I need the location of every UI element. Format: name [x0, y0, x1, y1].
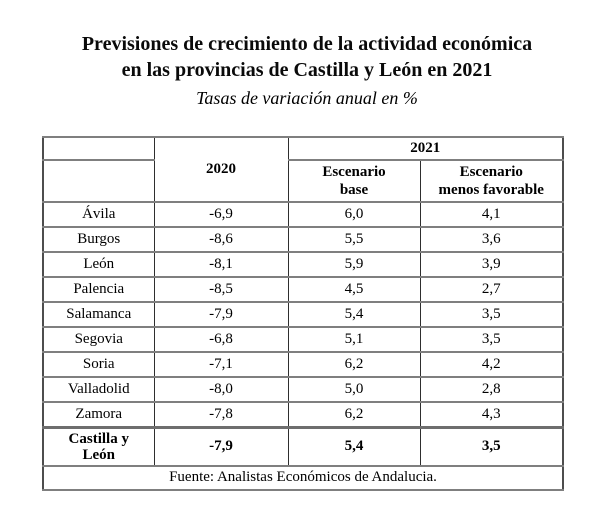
province-row: Segovia -6,8 5,1 3,5: [42, 326, 564, 353]
forecast-table: 2020 2021 Escenario base Escenario menos…: [42, 136, 564, 491]
value-base-cell: 4,5: [287, 276, 421, 303]
value-2020-cell: -8,5: [153, 276, 289, 303]
value-2020-cell: -7,8: [153, 401, 289, 428]
value-menos-cell: 3,5: [419, 326, 564, 353]
value-base-cell: 5,5: [287, 226, 421, 253]
value-base-cell: 5,9: [287, 251, 421, 278]
value-base-cell: 5,4: [287, 301, 421, 328]
header-escenario-base-line2: base: [339, 182, 369, 198]
value-menos-cell: 2,8: [419, 376, 564, 403]
header-empty-cell: [42, 159, 155, 203]
value-base-cell: 6,2: [287, 401, 421, 428]
header-row-scenarios: Escenario base Escenario menos favorable: [42, 159, 564, 203]
value-menos-cell: 3,9: [419, 251, 564, 278]
value-base-cell: 6,2: [287, 351, 421, 378]
header-row-years: 2020 2021: [42, 136, 564, 203]
province-name-cell: Burgos: [42, 226, 155, 253]
page-title-line1: Previsiones de crecimiento de la activid…: [81, 33, 533, 55]
header-escenario-base: Escenario base: [287, 159, 421, 203]
value-2020-cell: -8,0: [153, 376, 289, 403]
value-base-cell: 5,0: [287, 376, 421, 403]
value-2020-cell: -8,6: [153, 226, 289, 253]
value-2020-cell: -7,1: [153, 351, 289, 378]
total-name-line2: León: [82, 446, 115, 463]
total-value-menos-cell: 3,5: [419, 425, 564, 467]
value-base-cell: 5,1: [287, 326, 421, 353]
total-value-base-cell: 5,4: [287, 425, 421, 467]
total-row-castilla-y-leon: Castilla y León -7,9 5,4 3,5: [42, 425, 564, 467]
value-menos-cell: 2,7: [419, 276, 564, 303]
province-row: Soria -7,1 6,2 4,2: [42, 351, 564, 378]
province-row: Ávila -6,9 6,0 4,1: [42, 201, 564, 228]
value-2020-cell: -6,8: [153, 326, 289, 353]
total-name-line1: Castilla y: [68, 430, 129, 447]
province-name-cell: Zamora: [42, 401, 155, 428]
total-value-2020-cell: -7,9: [153, 425, 289, 467]
province-name-cell: Salamanca: [42, 301, 155, 328]
province-row: León -8,1 5,9 3,9: [42, 251, 564, 278]
source-row: Fuente: Analistas Económicos de Andaluci…: [42, 464, 564, 491]
source-text: Fuente: Analistas Económicos de Andaluci…: [42, 464, 564, 491]
province-name-cell: León: [42, 251, 155, 278]
value-2020-cell: -6,9: [153, 201, 289, 228]
province-row: Valladolid -8,0 5,0 2,8: [42, 376, 564, 403]
province-row: Palencia -8,5 4,5 2,7: [42, 276, 564, 303]
header-escenario-base-line1: Escenario: [322, 164, 386, 180]
header-escenario-menos-line2: menos favorable: [438, 182, 544, 198]
page-title-line2: en las provincias de Castilla y León en …: [121, 59, 493, 81]
province-row: Zamora -7,8 6,2 4,3: [42, 401, 564, 428]
value-2020-cell: -8,1: [153, 251, 289, 278]
province-name-cell: Soria: [42, 351, 155, 378]
title-block: Previsiones de crecimiento de la activid…: [0, 0, 614, 110]
province-name-cell: Segovia: [42, 326, 155, 353]
value-base-cell: 6,0: [287, 201, 421, 228]
header-escenario-menos-favorable: Escenario menos favorable: [419, 159, 564, 203]
province-name-cell: Valladolid: [42, 376, 155, 403]
header-year-2021: 2021: [287, 136, 564, 161]
province-name-cell: Ávila: [42, 201, 155, 228]
value-2020-cell: -7,9: [153, 301, 289, 328]
page-title: Previsiones de crecimiento de la activid…: [0, 31, 614, 83]
province-name-cell: Palencia: [42, 276, 155, 303]
header-year-2020: 2020: [153, 136, 289, 203]
province-row: Burgos -8,6 5,5 3,6: [42, 226, 564, 253]
value-menos-cell: 4,3: [419, 401, 564, 428]
header-empty-cell: [42, 136, 155, 161]
page-subtitle: Tasas de variación anual en %: [196, 88, 418, 108]
province-row: Salamanca -7,9 5,4 3,5: [42, 301, 564, 328]
value-menos-cell: 4,1: [419, 201, 564, 228]
header-escenario-menos-line1: Escenario: [459, 164, 523, 180]
total-name-cell: Castilla y León: [42, 425, 155, 467]
value-menos-cell: 3,6: [419, 226, 564, 253]
value-menos-cell: 3,5: [419, 301, 564, 328]
value-menos-cell: 4,2: [419, 351, 564, 378]
